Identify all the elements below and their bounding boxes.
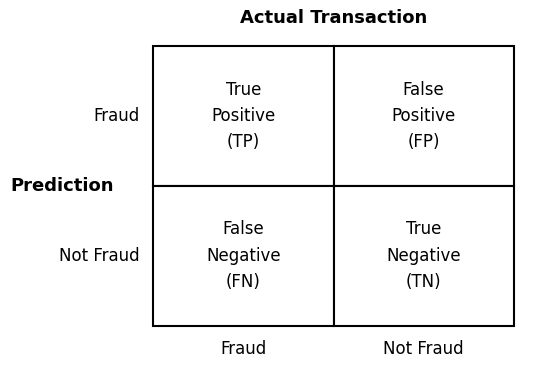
Text: False
Negative
(FN): False Negative (FN) <box>206 220 281 291</box>
Text: Prediction: Prediction <box>11 177 114 195</box>
FancyBboxPatch shape <box>153 186 334 326</box>
Text: Actual Transaction: Actual Transaction <box>240 10 427 27</box>
Text: True
Positive
(TP): True Positive (TP) <box>211 81 275 151</box>
FancyBboxPatch shape <box>153 46 334 186</box>
Text: Fraud: Fraud <box>221 340 266 358</box>
Text: False
Positive
(FP): False Positive (FP) <box>392 81 456 151</box>
Text: Fraud: Fraud <box>94 107 140 125</box>
Text: Not Fraud: Not Fraud <box>59 247 140 265</box>
Text: True
Negative
(TN): True Negative (TN) <box>386 220 461 291</box>
FancyBboxPatch shape <box>334 46 514 186</box>
Text: Not Fraud: Not Fraud <box>384 340 464 358</box>
FancyBboxPatch shape <box>334 186 514 326</box>
